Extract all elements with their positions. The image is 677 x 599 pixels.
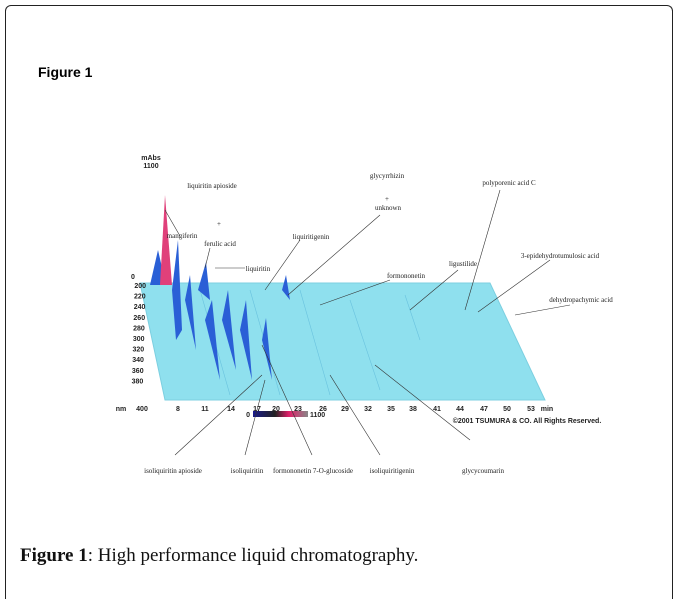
time-label: 41 [433,406,441,413]
wavelength-label: 200 [134,283,146,290]
time-label: 32 [364,406,372,413]
time-label: 44 [456,406,464,413]
compound-label: formononetin 7-O-glucoside [273,467,353,475]
caption-text: : High performance liquid chromatography… [87,545,419,566]
main-peak [160,195,172,285]
compound-label: liquiritigenin [293,233,330,241]
compound-label: mangiferin [167,232,198,240]
compound-label: ligustilide [449,260,477,268]
wavelength-label: 340 [132,357,144,364]
wavelength-unit: nm [116,406,127,413]
compound-label: unknown [375,204,402,212]
wavelength-label: 380 [132,378,144,385]
time-label: 50 [503,406,511,413]
wavelength-label: 280 [133,325,145,332]
wavelength-label: 400 [136,406,148,413]
y-zero: 0 [131,274,135,281]
colorbar-label: 1100 [310,412,325,419]
time-label: 11 [201,406,209,413]
wavelength-label: 220 [134,294,146,301]
compound-label: formononetin [387,272,426,280]
compound-label: isoliquiritin apioside [144,467,202,475]
compound-label: ferulic acid [204,240,236,248]
compound-label: isoliquiritigenin [370,467,415,475]
peaks [150,240,290,380]
caption: Figure 1: High performance liquid chroma… [20,545,418,567]
wavelength-label: 320 [133,347,145,354]
compound-label: glycyrrhizin [370,172,405,180]
wavelength-label: 300 [133,336,145,343]
colorbar [253,411,308,417]
compound-label: isoliquiritin [231,467,264,475]
copyright: ©2001 TSUMURA & CO. All Rights Reserved. [453,417,602,425]
time-label: 38 [409,406,417,413]
compound-label: liquiritin apioside [187,182,237,190]
wavelength-label: 360 [132,368,144,375]
time-label: 47 [480,406,488,413]
time-label: 53 [527,406,535,413]
surface [139,282,546,401]
wavelength-label: 260 [133,315,145,322]
wavelength-label: 240 [134,304,146,311]
colorbar-label: 0 [246,412,250,419]
caption-label: Figure 1 [20,545,88,566]
time-label: 8 [176,406,180,413]
time-label: 20 [272,406,280,413]
figure-heading: Figure 1 [38,64,93,80]
plus-sign: + [385,195,389,203]
compound-label: polyporenic acid C [482,179,536,187]
y-max: 1100 [143,163,158,170]
time-label: 14 [227,406,235,413]
leaders [164,189,571,456]
time-unit: min [541,406,553,413]
time-label: 17 [253,406,261,413]
compound-label: glycycoumarin [462,467,504,475]
time-label: 26 [319,406,327,413]
compound-label: 3-epidehydrotumulosic acid [521,252,600,260]
time-label: 23 [294,406,302,413]
time-label: 29 [341,406,349,413]
frame [5,5,673,599]
compound-label: liquiritin [246,265,271,273]
time-label: 35 [387,406,395,413]
plus-sign: + [217,220,221,228]
y-unit: mAbs [141,155,161,162]
compound-label: dehydropachymic acid [549,296,613,304]
